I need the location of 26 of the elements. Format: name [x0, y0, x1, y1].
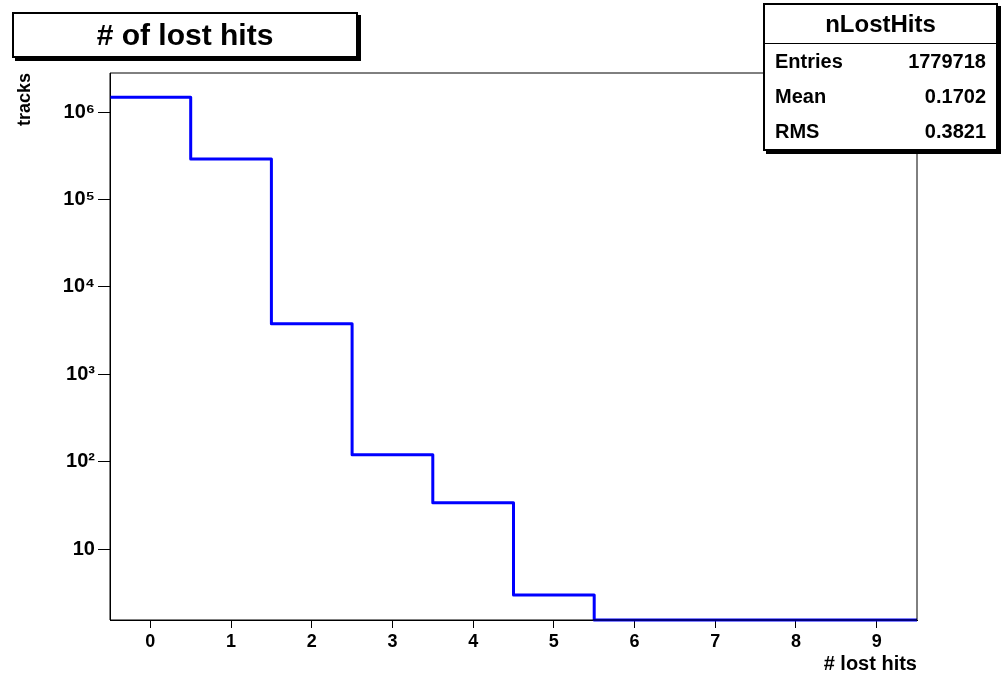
x-tick-label: 2 [306, 630, 317, 651]
y-tick-label: 10 [72, 536, 95, 559]
y-tick-label: 10³ [66, 361, 96, 384]
y-axis-title: tracks [13, 73, 34, 127]
text: Entries [775, 49, 843, 74]
x-tick-label: 6 [629, 630, 640, 651]
x-tick-label: 4 [468, 630, 479, 651]
y-tick-label: 10⁶ [63, 99, 95, 122]
x-tick-label: 0 [145, 630, 156, 651]
x-tick-label: 5 [548, 630, 559, 651]
y-tick-label: 10² [66, 449, 96, 472]
x-tick-label: 1 [226, 630, 237, 651]
x-tick-label: 3 [387, 630, 398, 651]
text: 1779718 [908, 49, 986, 74]
text: nLostHits [765, 5, 996, 44]
x-tick-label: 8 [790, 630, 801, 651]
annotation: RMS [775, 119, 820, 144]
x-axis-title: # lost hits [823, 651, 917, 674]
annotation: Mean [775, 84, 827, 109]
x-tick-label: 9 [871, 630, 882, 651]
y-tick-label: 10⁴ [62, 274, 95, 297]
x-tick-label: 7 [710, 630, 721, 651]
chart-title: # of lost hits [12, 12, 358, 58]
text: 0.1702 [924, 84, 986, 109]
text: 0.3821 [924, 119, 986, 144]
y-tick-label: 10⁵ [63, 187, 95, 210]
